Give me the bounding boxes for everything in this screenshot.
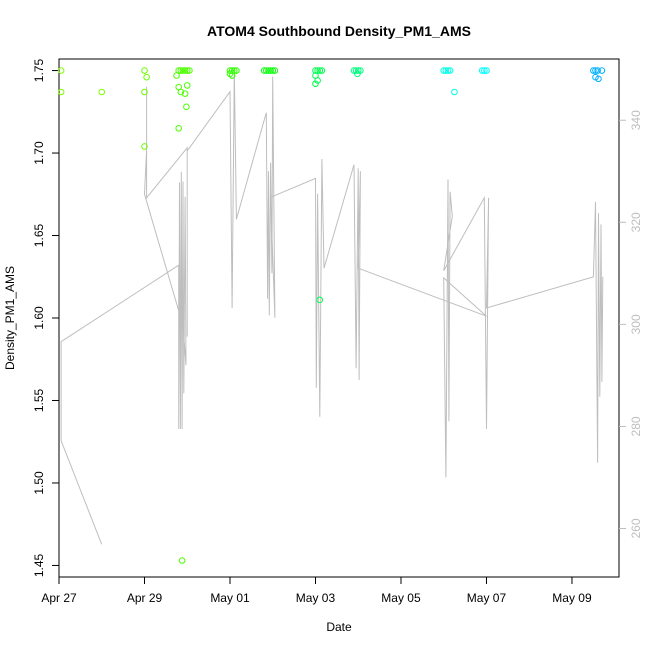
data-point-51 xyxy=(478,67,486,74)
data-point-28 xyxy=(263,67,270,74)
data-point-26 xyxy=(233,67,240,74)
chart-title: ATOM4 Southbound Density_PM1_AMS xyxy=(207,23,471,39)
data-point-10 xyxy=(181,67,189,74)
data-point-30 xyxy=(267,67,274,74)
data-point-8 xyxy=(177,67,185,74)
x-axis-label: Date xyxy=(326,620,352,634)
data-point-19 xyxy=(175,124,182,132)
y-axis-label: Density_PM1_AMS xyxy=(3,266,17,370)
y-tick-label-5: 1.70 xyxy=(32,141,46,165)
y-tick-label-3: 1.60 xyxy=(32,306,46,330)
y-tick-label-6: 1.75 xyxy=(32,59,46,83)
data-point-22 xyxy=(228,67,236,74)
data-point-42 xyxy=(352,67,360,74)
data-point-47 xyxy=(442,67,450,74)
data-point-56 xyxy=(594,67,601,74)
data-point-52 xyxy=(481,67,488,74)
data-point-29 xyxy=(265,67,272,74)
y-tick-label-2: 1.55 xyxy=(32,388,46,412)
data-point-11 xyxy=(183,67,191,74)
data-point-5 xyxy=(141,88,148,96)
data-point-1 xyxy=(57,88,65,96)
data-point-18 xyxy=(183,103,190,111)
x-tick-label-0: Apr 27 xyxy=(41,591,77,605)
y2-tick-label-0: 260 xyxy=(629,518,643,538)
data-point-6 xyxy=(141,143,148,150)
data-point-27 xyxy=(260,67,268,74)
y2-tick-label-1: 280 xyxy=(629,416,643,436)
data-point-43 xyxy=(354,67,362,74)
data-point-4 xyxy=(143,73,150,81)
y-tick-label-1: 1.50 xyxy=(32,471,46,495)
data-point-35 xyxy=(316,67,324,74)
data-point-9 xyxy=(179,67,187,74)
y-tick-label-0: 1.45 xyxy=(32,553,46,577)
data-point-54 xyxy=(590,67,597,74)
data-point-16 xyxy=(181,90,189,97)
data-point-57 xyxy=(598,67,606,74)
data-point-3 xyxy=(141,67,148,74)
data-point-31 xyxy=(269,67,277,74)
data-point-36 xyxy=(318,67,326,74)
plot-layer: Apr 27 Apr 29 May 01 May 03 May 05 May 07 May … xyxy=(32,58,643,605)
x-tick-label-2: May 01 xyxy=(210,591,250,605)
data-point-38 xyxy=(314,77,321,84)
data-point-49 xyxy=(446,67,454,74)
x-tick-label-4: May 05 xyxy=(381,591,421,605)
data-point-39 xyxy=(312,80,319,88)
data-point-32 xyxy=(271,67,279,74)
data-point-2 xyxy=(98,88,106,96)
x-tick-label-5: May 07 xyxy=(467,591,507,605)
data-point-17 xyxy=(183,82,191,89)
data-point-53 xyxy=(483,67,490,74)
data-point-46 xyxy=(440,67,448,74)
data-point-48 xyxy=(444,67,452,74)
x-tick-label-1: Apr 29 xyxy=(127,591,163,605)
x-tick-label-3: May 03 xyxy=(296,591,336,605)
data-point-12 xyxy=(186,67,193,74)
data-point-33 xyxy=(312,67,319,74)
data-point-55 xyxy=(592,67,599,74)
data-point-25 xyxy=(228,72,236,79)
data-point-20 xyxy=(178,557,186,564)
y2-tick-label-2: 300 xyxy=(629,314,643,334)
data-point-50 xyxy=(451,88,458,96)
y2-tick-label-3: 320 xyxy=(629,212,643,232)
data-point-0 xyxy=(57,67,65,74)
y2-tick-label-4: 340 xyxy=(629,110,643,130)
data-point-15 xyxy=(177,88,185,96)
plot-frame xyxy=(58,58,620,578)
data-point-59 xyxy=(595,75,602,83)
data-point-40 xyxy=(316,296,324,304)
data-point-45 xyxy=(354,70,361,78)
x-tick-label-6: May 09 xyxy=(552,591,592,605)
series-line-secondary xyxy=(60,70,604,545)
y-tick-label-4: 1.65 xyxy=(32,224,46,248)
data-point-41 xyxy=(350,67,358,74)
data-point-13 xyxy=(173,72,180,79)
